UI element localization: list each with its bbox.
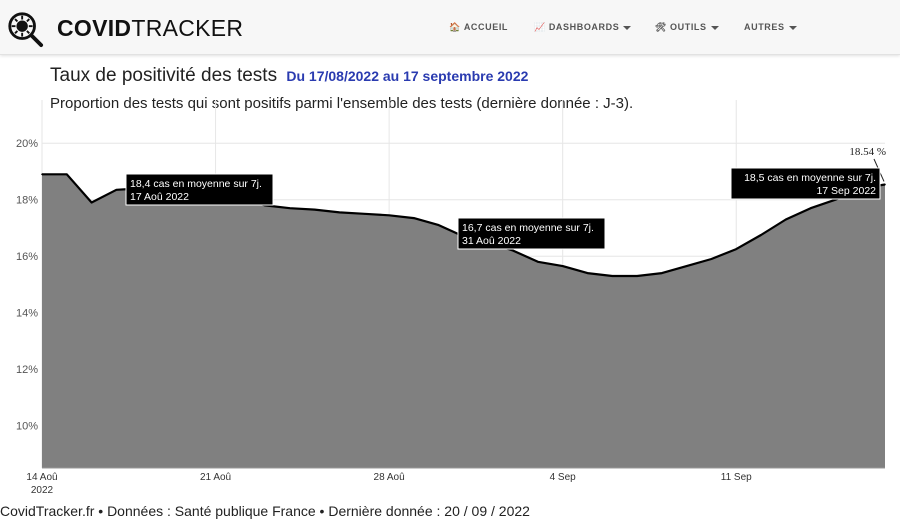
tooltip-box: [730, 167, 881, 200]
data-point: [586, 272, 589, 274]
data-point: [561, 265, 564, 267]
x-tick-label: 28 Aoû: [374, 472, 405, 483]
tooltip-1: 18,4 cas en moyenne sur 7j.17 Aoû 2022: [125, 173, 274, 206]
nav-autres[interactable]: AUTRES: [744, 22, 797, 32]
footer-credits: CovidTracker.fr • Données : Santé publiq…: [0, 503, 530, 519]
x-tick-label: 4 Sep: [550, 472, 577, 483]
brand-light: TRACKER: [131, 15, 244, 41]
tooltip-box: [125, 173, 274, 206]
page-title-text: Taux de positivité des tests: [50, 65, 278, 86]
data-point: [661, 272, 663, 274]
data-point: [41, 173, 43, 176]
x-tick-label: 11 Sep: [721, 472, 752, 483]
brand-bold: COVID: [57, 15, 132, 41]
data-point: [611, 275, 614, 277]
chart-icon: 📈: [534, 22, 546, 32]
nav-autres-label: AUTRES: [744, 22, 785, 32]
data-point: [785, 218, 787, 221]
data-point: [710, 258, 713, 260]
chevron-down-icon: [788, 25, 797, 30]
data-point: [338, 211, 341, 214]
positivity-chart[interactable]: 10% 12% 14% 16% 18% 20% 14 Aoû 2022 21 Aoû 28 Aoû…: [0, 0, 900, 503]
data-point: [413, 217, 415, 219]
tooltip-line1: 16,7 cas en moyenne sur 7j.: [462, 222, 594, 234]
chevron-down-icon: [623, 25, 632, 30]
y-tick-label: 12%: [16, 364, 38, 376]
tooltip-2: 16,7 cas en moyenne sur 7j.31 Aoû 2022: [457, 217, 606, 250]
y-tick-label: 20%: [16, 138, 38, 150]
data-point: [363, 213, 366, 215]
data-point: [884, 183, 886, 186]
data-point: [809, 207, 812, 209]
page-subtitle: Proportion des tests qui sont positifs p…: [50, 95, 634, 112]
virus-magnifier-icon[interactable]: [6, 10, 44, 48]
y-tick-label: 16%: [16, 251, 38, 263]
chevron-down-icon: [710, 25, 719, 30]
y-tick-label: 10%: [16, 421, 38, 433]
navbar: COVIDTRACKER 🏠 ACCUEIL 📈 DASHBOARDS 🛠 OUTIL…: [0, 0, 900, 55]
data-point: [760, 234, 762, 236]
last-value-label: 18.54 %: [849, 146, 886, 158]
tooltip-line1: 18,4 cas en moyenne sur 7j.: [130, 178, 262, 190]
nav-outils-label: OUTILS: [670, 22, 707, 32]
series-area: [42, 174, 885, 469]
data-point: [289, 207, 291, 209]
x-tick-label: 21 Aoû: [200, 472, 231, 483]
nav-outils[interactable]: 🛠 OUTILS: [655, 22, 719, 33]
nav-dashboards-label: DASHBOARDS: [548, 22, 620, 32]
data-point: [90, 201, 93, 204]
brand-name[interactable]: COVIDTRACKER: [57, 15, 243, 42]
tooltip-line2: 31 Aoû 2022: [462, 235, 521, 247]
tools-icon: 🛠: [655, 22, 668, 32]
y-tick-label: 14%: [16, 308, 38, 320]
data-point: [65, 173, 68, 176]
data-point: [437, 224, 440, 226]
x-tick-label: 14 Aoû: [26, 472, 57, 483]
tooltip-line2: 17 Aoû 2022: [130, 191, 189, 203]
data-point: [512, 249, 514, 252]
y-tick-label: 18%: [16, 195, 38, 207]
data-point: [115, 189, 118, 191]
home-icon: 🏠: [449, 22, 461, 32]
nav-dashboards[interactable]: 📈 DASHBOARDS: [534, 22, 632, 33]
date-range: Du 17/08/2022 au 17 septembre 2022: [286, 68, 529, 84]
data-point: [388, 214, 390, 217]
data-point: [313, 208, 316, 211]
nav-accueil-label: ACCUEIL: [463, 22, 509, 32]
nav-accueil[interactable]: 🏠 ACCUEIL: [449, 22, 508, 33]
tooltip-line1: 18,5 cas en moyenne sur 7j.: [744, 172, 876, 184]
x-tick-sublabel: 2022: [31, 485, 54, 496]
data-point: [636, 275, 638, 277]
data-point: [685, 265, 688, 267]
data-point: [537, 261, 539, 263]
data-point: [735, 248, 738, 250]
page-title: Taux de positivité des tests Du 17/08/20…: [50, 65, 528, 87]
tooltip-3: 18,5 cas en moyenne sur 7j.17 Sep 2022: [730, 167, 881, 200]
tooltip-box: [457, 217, 606, 250]
tooltip-line2: 17 Sep 2022: [816, 185, 876, 197]
